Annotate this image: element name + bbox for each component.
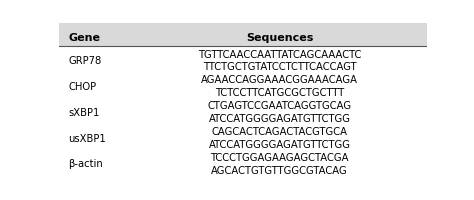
Text: AGAACCAGGAAACGGAAACAGA: AGAACCAGGAAACGGAAACAGA: [201, 75, 358, 85]
Text: TTCTGCTGTATCCTCTTCACCAGT: TTCTGCTGTATCCTCTTCACCAGT: [203, 62, 356, 72]
Text: usXBP1: usXBP1: [68, 133, 106, 143]
FancyBboxPatch shape: [59, 24, 427, 46]
Text: Sequences: Sequences: [246, 33, 313, 43]
Text: ATCCATGGGGAGATGTTCTGG: ATCCATGGGGAGATGTTCTGG: [209, 139, 351, 149]
Text: sXBP1: sXBP1: [68, 107, 100, 117]
Text: CTGAGTCCGAATCAGGTGCAG: CTGAGTCCGAATCAGGTGCAG: [208, 101, 352, 111]
Text: CHOP: CHOP: [68, 81, 97, 91]
Text: TCCCTGGAGAAGAGCTACGA: TCCCTGGAGAAGAGCTACGA: [210, 152, 349, 162]
Text: CAGCACTCAGACTACGTGCA: CAGCACTCAGACTACGTGCA: [212, 126, 347, 136]
Text: ATCCATGGGGAGATGTTCTGG: ATCCATGGGGAGATGTTCTGG: [209, 114, 351, 124]
Text: AGCACTGTGTTGGCGTACAG: AGCACTGTGTTGGCGTACAG: [211, 165, 348, 175]
Text: TCTCCTTCATGCGCTGCTTT: TCTCCTTCATGCGCTGCTTT: [215, 88, 344, 98]
Text: GRP78: GRP78: [68, 56, 102, 66]
Text: TGTTCAACCAATTATCAGCAAACTC: TGTTCAACCAATTATCAGCAAACTC: [198, 49, 361, 59]
Text: β-actin: β-actin: [68, 159, 103, 169]
Text: Gene: Gene: [68, 33, 100, 43]
